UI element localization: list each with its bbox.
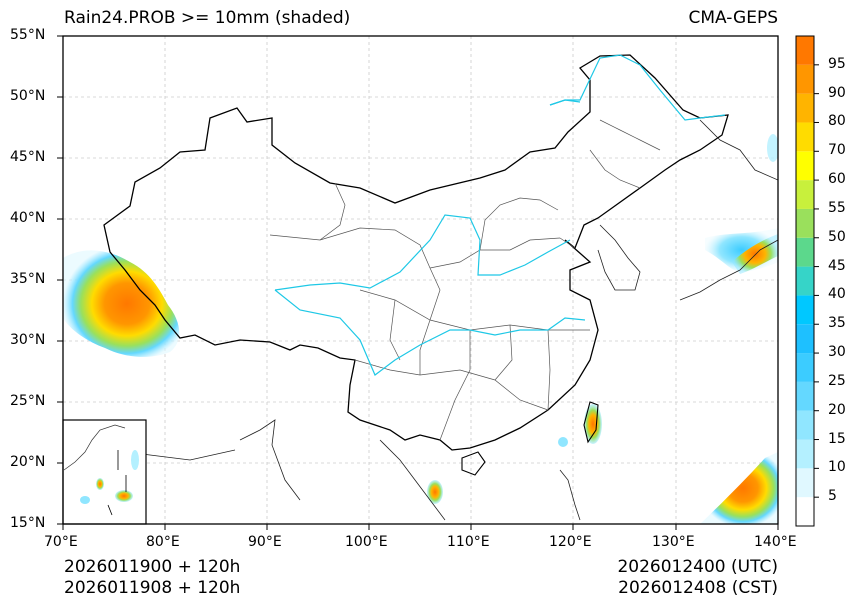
lat-tick-label: 25°N (10, 393, 46, 409)
colorbar-segment (796, 151, 814, 181)
colorbar-label: 55 (828, 199, 846, 216)
colorbar-segment (796, 266, 814, 296)
colorbar-segment (796, 122, 814, 152)
lat-tick-label: 50°N (10, 88, 46, 104)
lat-tick-label: 45°N (10, 149, 46, 165)
colorbar-label: 40 (828, 286, 846, 303)
colorbar-frame (795, 35, 815, 527)
colorbar-label: 95 (828, 55, 846, 72)
colorbar-segment (796, 208, 814, 238)
lon-tick-label: 80°E (146, 534, 180, 550)
colorbar-label: 5 (828, 488, 837, 505)
rivers (274, 54, 726, 376)
colorbar-segment (796, 324, 814, 354)
lon-tick-label: 100°E (345, 534, 388, 550)
neighbour-coastlines (63, 119, 778, 521)
lat-tick-label: 55°N (10, 27, 46, 43)
colorbar-label: 35 (828, 315, 846, 332)
lat-tick-label: 35°N (10, 271, 46, 287)
colorbar-segment (796, 36, 814, 65)
lon-tick-label: 140°E (754, 534, 797, 550)
colorbar-segment (796, 295, 814, 325)
init-time-utc: 2026011900 + 120h (64, 557, 241, 577)
province-borders (269, 119, 661, 441)
colorbar-label: 90 (828, 84, 846, 101)
inset-map (62, 419, 147, 525)
valid-time-utc: 2026012400 (UTC) (617, 557, 778, 577)
shading-japan (705, 134, 778, 274)
colorbar-segment (796, 439, 814, 469)
colorbar-segment (796, 497, 814, 526)
valid-time-cst: 2026012408 (CST) (618, 578, 778, 598)
lon-tick-label: 120°E (549, 534, 592, 550)
init-time-cst: 2026011908 + 120h (64, 578, 241, 598)
colorbar-segment (796, 64, 814, 94)
colorbar-segment (796, 468, 814, 498)
colorbar-segment (796, 180, 814, 209)
lon-tick-label: 110°E (447, 534, 490, 550)
colorbar-label: 30 (828, 344, 846, 361)
colorbar-segment (796, 237, 814, 267)
shading-southeast (427, 452, 778, 524)
colorbar-label: 70 (828, 142, 846, 159)
colorbar-label: 45 (828, 257, 846, 274)
hainan (461, 451, 486, 476)
taiwan (583, 401, 599, 444)
lat-tick-label: 15°N (10, 515, 46, 531)
map-title: Rain24.PROB >= 10mm (shaded) (64, 8, 351, 28)
colorbar-segment (796, 381, 814, 411)
lon-tick-label: 90°E (248, 534, 282, 550)
colorbar-segment (796, 353, 814, 382)
colorbar-label: 80 (828, 113, 846, 130)
lat-tick-label: 40°N (10, 210, 46, 226)
colorbar-segment (796, 93, 814, 123)
lon-tick-label: 70°E (44, 534, 78, 550)
gridlines (63, 36, 778, 524)
lat-tick-label: 20°N (10, 454, 46, 470)
lon-tick-label: 130°E (652, 534, 695, 550)
model-name: CMA-GEPS (688, 8, 778, 28)
lat-tick-label: 30°N (10, 332, 46, 348)
colorbar-label: 15 (828, 430, 846, 447)
colorbar-label: 20 (828, 401, 846, 418)
colorbar-segment (796, 410, 814, 440)
colorbar-label: 10 (828, 459, 846, 476)
shading-tibet-west (63, 250, 180, 357)
colorbar-label: 50 (828, 228, 846, 245)
colorbar (795, 35, 819, 527)
shading-taiwan (558, 404, 602, 447)
colorbar-label: 60 (828, 171, 846, 188)
colorbar-label: 25 (828, 372, 846, 389)
china-border (103, 54, 729, 451)
axis-ticks (57, 35, 779, 530)
